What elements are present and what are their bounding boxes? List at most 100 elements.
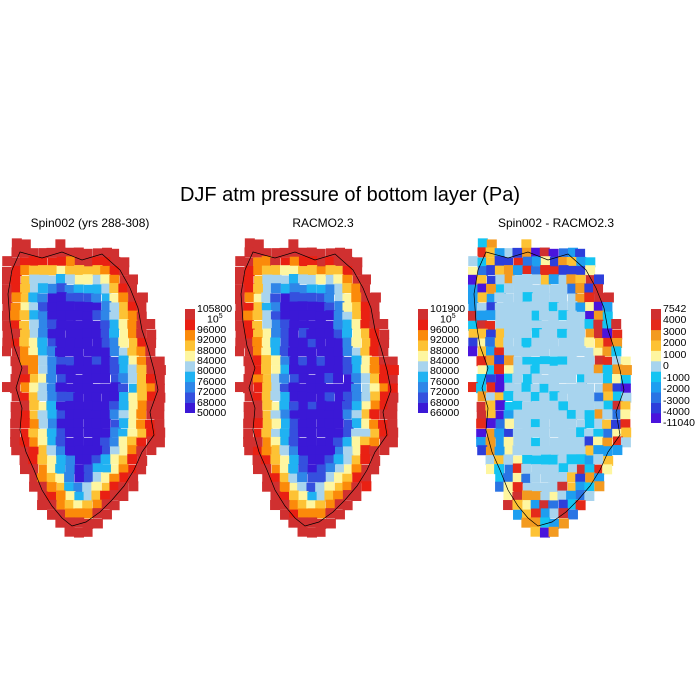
grid-cell xyxy=(585,275,596,286)
grid-cell xyxy=(476,356,487,367)
grid-cell xyxy=(548,526,559,537)
grid-cell xyxy=(83,356,94,367)
grid-cell xyxy=(593,445,604,456)
grid-cell xyxy=(352,310,363,321)
grid-cell xyxy=(289,310,300,321)
grid-cell xyxy=(324,302,335,313)
grid-cell xyxy=(503,410,514,421)
grid-cell xyxy=(379,337,390,348)
grid-cell xyxy=(602,437,613,448)
grid-cell xyxy=(503,347,514,358)
grid-cell xyxy=(593,328,604,339)
grid-cell xyxy=(477,238,488,249)
grid-cell xyxy=(289,292,300,303)
grid-cell xyxy=(522,265,533,276)
grid-cell xyxy=(316,427,327,438)
grid-cell xyxy=(343,256,354,267)
grid-cell xyxy=(584,355,595,366)
grid-cell xyxy=(352,302,363,313)
grid-cell xyxy=(342,311,353,322)
grid-cell xyxy=(468,346,478,357)
grid-cell xyxy=(307,401,318,412)
grid-cell xyxy=(486,346,497,357)
grid-cell xyxy=(298,446,309,457)
grid-cell xyxy=(83,293,94,304)
grid-cell xyxy=(119,310,130,321)
grid-cell xyxy=(522,301,533,312)
grid-cell xyxy=(20,239,31,250)
grid-cell xyxy=(235,284,245,295)
grid-cell xyxy=(73,409,84,420)
grid-cell xyxy=(540,274,551,285)
grid-cell xyxy=(306,527,317,538)
grid-cell xyxy=(334,383,345,394)
grid-cell xyxy=(360,373,371,384)
grid-cell xyxy=(343,419,354,430)
grid-cell xyxy=(558,256,569,267)
grid-cell xyxy=(128,418,139,429)
grid-cell xyxy=(145,356,156,367)
grid-cell xyxy=(620,356,631,367)
grid-cell xyxy=(64,482,75,493)
grid-cell xyxy=(271,373,282,384)
grid-cell xyxy=(351,355,362,366)
grid-cell xyxy=(602,373,613,384)
grid-cell xyxy=(477,257,488,268)
grid-cell xyxy=(298,328,309,339)
grid-cell xyxy=(477,365,488,376)
grid-cell xyxy=(361,481,372,492)
grid-cell xyxy=(38,382,49,393)
grid-cell xyxy=(548,454,559,465)
grid-cell xyxy=(531,455,542,466)
colorbar-tick-label: 76000 xyxy=(430,375,460,388)
grid-cell xyxy=(280,319,291,330)
grid-cell xyxy=(289,247,300,258)
grid-cell xyxy=(65,491,76,502)
grid-cell xyxy=(351,283,362,294)
grid-cell xyxy=(288,337,299,348)
colorbar-tick-label: 2000 xyxy=(663,337,687,350)
grid-cell xyxy=(289,256,300,267)
grid-cell xyxy=(503,481,514,492)
grid-cell xyxy=(324,410,335,421)
grid-cell xyxy=(64,499,75,510)
grid-cell xyxy=(154,383,165,394)
grid-cell xyxy=(594,464,605,475)
grid-cell xyxy=(83,437,94,448)
grid-cell xyxy=(20,355,31,366)
grid-cell xyxy=(575,356,586,367)
grid-cell xyxy=(548,319,559,330)
grid-cell xyxy=(38,319,49,330)
grid-cell xyxy=(136,364,147,375)
grid-cell xyxy=(118,383,129,394)
grid-cell xyxy=(47,437,58,448)
grid-cell xyxy=(522,391,533,402)
grid-cell xyxy=(603,455,614,466)
grid-cell xyxy=(92,472,103,483)
grid-cell xyxy=(37,337,48,348)
grid-cell xyxy=(485,446,496,457)
grid-cell xyxy=(369,302,380,313)
grid-cell xyxy=(324,293,335,304)
grid-cell xyxy=(253,365,264,376)
grid-cell xyxy=(73,427,84,438)
grid-cell xyxy=(513,409,524,420)
grid-cell xyxy=(82,500,93,511)
colorbar-tick-label: 105800 xyxy=(197,302,233,315)
grid-cell xyxy=(575,274,586,285)
grid-cell xyxy=(154,419,165,430)
grid-cell xyxy=(92,508,103,519)
grid-cell xyxy=(477,445,488,456)
grid-cell xyxy=(621,392,632,403)
grid-cell xyxy=(512,275,523,286)
grid-cell xyxy=(316,346,327,357)
grid-cell xyxy=(261,355,272,366)
grid-cell xyxy=(513,302,524,313)
grid-cell xyxy=(468,274,478,285)
grid-cell xyxy=(271,418,282,429)
grid-cell xyxy=(567,400,578,411)
grid-cell xyxy=(74,464,85,475)
colorbar-swatch xyxy=(651,402,661,414)
colorbar-swatch xyxy=(418,340,428,351)
grid-cell xyxy=(549,356,560,367)
